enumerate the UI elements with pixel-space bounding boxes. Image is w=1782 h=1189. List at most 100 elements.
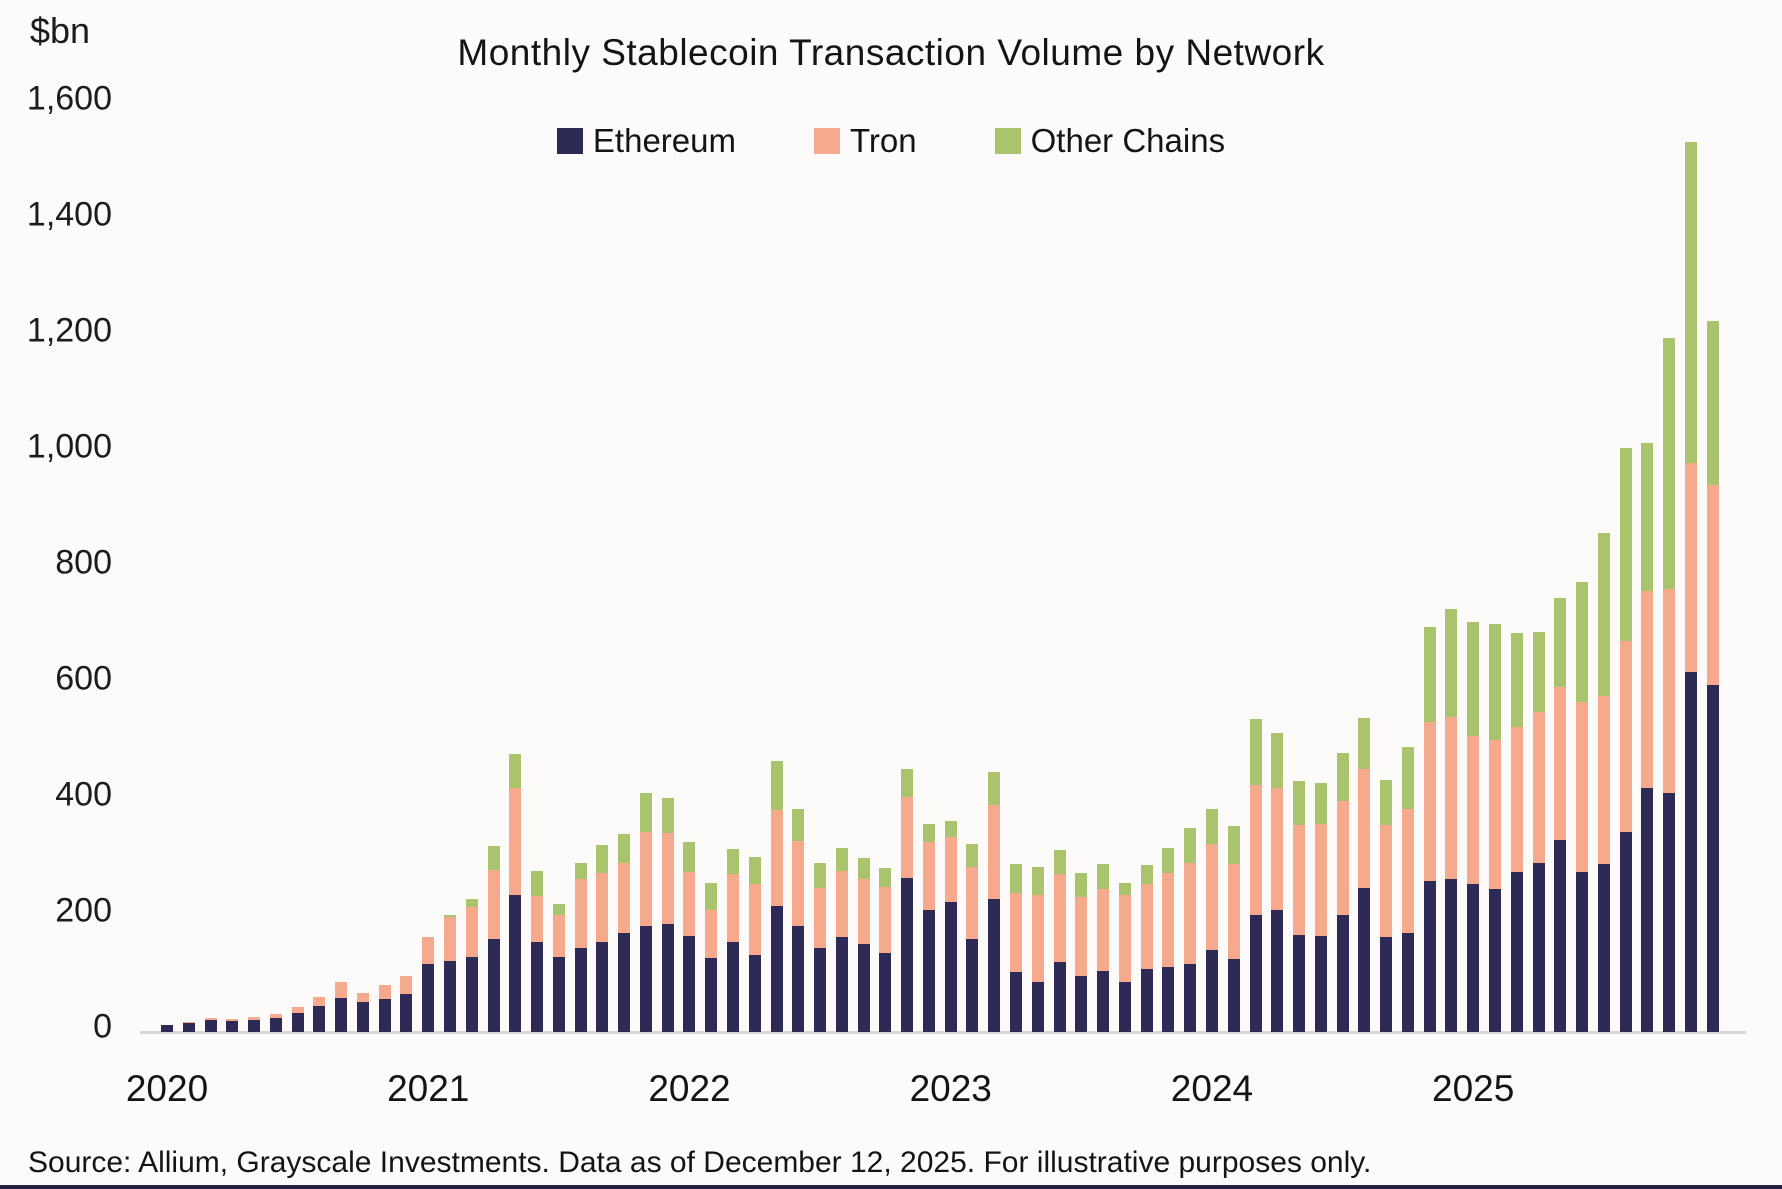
- bar-segment-ethereum: [944, 901, 957, 1032]
- bar-segment-other-chains: [1097, 863, 1110, 889]
- x-year-label-2020: 2020: [125, 1068, 209, 1109]
- bar-segment-ethereum: [531, 942, 544, 1032]
- y-tick-label: 600: [55, 659, 112, 698]
- bar-mar-2025: [1510, 632, 1523, 1032]
- bar-segment-ethereum: [1510, 871, 1523, 1032]
- bar-segment-ethereum: [1097, 970, 1110, 1032]
- bar-segment-tron: [988, 805, 1001, 900]
- bar-segment-ethereum: [1075, 976, 1088, 1032]
- bar-oct-2021: [618, 834, 631, 1032]
- bar-segment-other-chains: [770, 760, 783, 811]
- bar-segment-other-chains: [901, 768, 914, 797]
- bar-segment-ethereum: [1010, 971, 1023, 1032]
- bar-segment-ethereum: [1401, 932, 1414, 1032]
- x-year-label-2022: 2022: [648, 1068, 731, 1109]
- bar-segment-tron: [226, 1019, 239, 1021]
- bar-nov-2022: [901, 768, 914, 1032]
- bar-segment-tron: [1162, 873, 1175, 968]
- bar-segment-ethereum: [1554, 840, 1567, 1032]
- bar-segment-ethereum: [400, 993, 413, 1032]
- source-note: Source: Allium, Grayscale Investments. D…: [28, 1146, 1372, 1179]
- bar-dec-2022: [922, 824, 935, 1032]
- bar-segment-ethereum: [639, 926, 652, 1032]
- bar-segment-ethereum: [291, 1012, 304, 1032]
- bar-segment-ethereum: [335, 998, 348, 1032]
- bar-segment-ethereum: [378, 998, 391, 1032]
- bar-segment-other-chains: [1140, 864, 1153, 884]
- bar-segment-ethereum: [1641, 787, 1654, 1032]
- bar-segment-other-chains: [1532, 631, 1545, 713]
- legend-item-other-chains: Other Chains: [994, 122, 1225, 160]
- bar-nov-2024: [1423, 627, 1436, 1032]
- bar-segment-other-chains: [1162, 848, 1175, 874]
- bar-segment-other-chains: [1488, 623, 1501, 741]
- bar-segment-ethereum: [1532, 863, 1545, 1032]
- bar-mar-2020: [204, 1018, 217, 1032]
- bar-segment-ethereum: [705, 958, 718, 1032]
- y-tick-label: 400: [55, 775, 112, 814]
- bar-segment-tron: [1532, 712, 1545, 864]
- bar-segment-other-chains: [1358, 718, 1371, 769]
- x-year-label-2025: 2025: [1432, 1068, 1515, 1109]
- bar-segment-tron: [1663, 588, 1676, 794]
- bar-segment-tron: [291, 1007, 304, 1013]
- bar-segment-tron: [1031, 895, 1044, 982]
- bar-apr-2024: [1271, 733, 1284, 1032]
- bar-segment-ethereum: [248, 1020, 261, 1032]
- bar-segment-tron: [1249, 784, 1262, 916]
- bar-segment-tron: [1336, 801, 1349, 916]
- bar-segment-tron: [487, 870, 500, 939]
- bar-segment-ethereum: [618, 933, 631, 1032]
- bar-segment-ethereum: [988, 899, 1001, 1032]
- legend-label: Tron: [850, 122, 917, 159]
- bar-segment-tron: [1445, 717, 1458, 879]
- bar-segment-ethereum: [1358, 888, 1371, 1032]
- bar-aug-2022: [835, 847, 848, 1032]
- bar-segment-ethereum: [1619, 831, 1632, 1032]
- bar-segment-ethereum: [422, 963, 435, 1032]
- bar-aug-2020: [313, 997, 326, 1032]
- bar-feb-2020: [182, 1022, 195, 1032]
- bar-segment-other-chains: [1293, 780, 1306, 825]
- bar-segment-other-chains: [1227, 825, 1240, 864]
- bar-segment-tron: [661, 833, 674, 924]
- bar-segment-tron: [1641, 591, 1654, 788]
- bar-segment-tron: [1358, 768, 1371, 889]
- bar-segment-ethereum: [444, 960, 456, 1032]
- bar-segment-ethereum: [509, 895, 522, 1032]
- bar-segment-tron: [1205, 843, 1218, 950]
- bar-segment-ethereum: [1031, 981, 1044, 1032]
- bar-segment-tron: [378, 985, 391, 999]
- bar-segment-tron: [792, 841, 805, 926]
- bar-segment-ethereum: [313, 1005, 326, 1032]
- bar-segment-tron: [683, 871, 696, 936]
- bar-feb-2021: [444, 915, 456, 1032]
- bar-segment-other-chains: [1118, 882, 1131, 896]
- bar-segment-tron: [1380, 824, 1393, 937]
- bar-jul-2024: [1336, 753, 1349, 1032]
- y-tick-label: 200: [55, 891, 112, 930]
- bar-segment-ethereum: [857, 943, 870, 1032]
- bar-segment-ethereum: [1380, 936, 1393, 1032]
- bar-jun-2025: [1576, 581, 1589, 1032]
- bar-segment-tron: [531, 895, 544, 943]
- bar-may-2023: [1031, 867, 1044, 1032]
- bar-segment-other-chains: [1510, 632, 1523, 727]
- bar-dec-2021: [661, 798, 674, 1032]
- bar-sep-2025: [1641, 443, 1654, 1032]
- legend-swatch-icon: [556, 128, 583, 154]
- bar-segment-ethereum: [1271, 910, 1284, 1032]
- bar-segment-tron: [1075, 896, 1088, 977]
- bar-segment-other-chains: [1619, 447, 1632, 641]
- bar-segment-tron: [204, 1018, 217, 1020]
- bar-mar-2023: [988, 772, 1001, 1032]
- bar-segment-other-chains: [509, 753, 522, 789]
- bar-segment-ethereum: [1140, 968, 1153, 1032]
- bar-segment-tron: [944, 837, 957, 902]
- bar-segment-other-chains: [444, 915, 456, 918]
- bar-segment-tron: [1401, 808, 1414, 933]
- bar-segment-ethereum: [922, 910, 935, 1032]
- bar-segment-tron: [1554, 686, 1567, 841]
- bar-segment-other-chains: [1314, 782, 1327, 825]
- y-tick-label: 1,200: [26, 311, 112, 350]
